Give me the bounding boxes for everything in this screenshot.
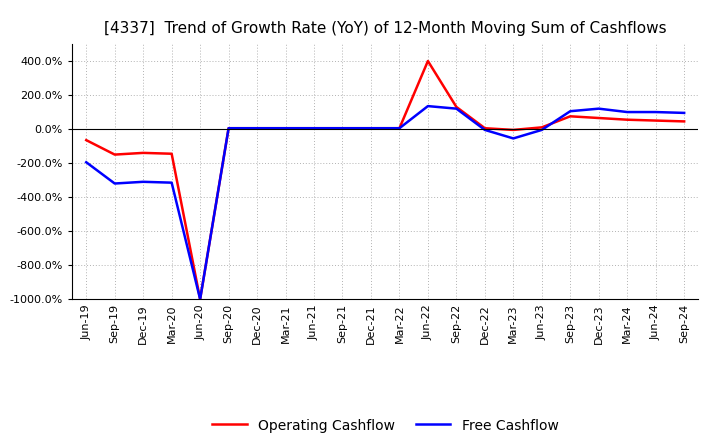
Operating Cashflow [623,117,631,122]
Operating Cashflow [110,152,119,157]
Free Cashflow [395,125,404,131]
Operating Cashflow [366,125,375,131]
Free Cashflow [423,103,432,109]
Operating Cashflow [537,125,546,130]
Operating Cashflow [167,151,176,156]
Operating Cashflow [652,118,660,123]
Free Cashflow [282,125,290,131]
Line: Free Cashflow: Free Cashflow [86,106,684,299]
Operating Cashflow [566,114,575,119]
Free Cashflow [338,125,347,131]
Free Cashflow [253,125,261,131]
Operating Cashflow [310,125,318,131]
Free Cashflow [139,179,148,184]
Free Cashflow [110,181,119,186]
Operating Cashflow [395,125,404,131]
Free Cashflow [480,127,489,132]
Operating Cashflow [509,127,518,132]
Operating Cashflow [196,297,204,302]
Operating Cashflow [680,119,688,124]
Free Cashflow [595,106,603,111]
Legend: Operating Cashflow, Free Cashflow: Operating Cashflow, Free Cashflow [207,413,564,438]
Free Cashflow [225,125,233,131]
Operating Cashflow [338,125,347,131]
Operating Cashflow [595,115,603,121]
Free Cashflow [623,110,631,115]
Free Cashflow [652,110,660,115]
Free Cashflow [452,106,461,111]
Operating Cashflow [480,125,489,131]
Operating Cashflow [225,125,233,131]
Operating Cashflow [139,150,148,155]
Line: Operating Cashflow: Operating Cashflow [86,61,684,299]
Operating Cashflow [253,125,261,131]
Title: [4337]  Trend of Growth Rate (YoY) of 12-Month Moving Sum of Cashflows: [4337] Trend of Growth Rate (YoY) of 12-… [104,21,667,36]
Free Cashflow [680,110,688,116]
Free Cashflow [509,136,518,141]
Free Cashflow [366,125,375,131]
Operating Cashflow [452,104,461,110]
Free Cashflow [310,125,318,131]
Operating Cashflow [82,137,91,143]
Operating Cashflow [282,125,290,131]
Free Cashflow [566,109,575,114]
Free Cashflow [82,160,91,165]
Operating Cashflow [423,59,432,64]
Free Cashflow [196,297,204,302]
Free Cashflow [167,180,176,185]
Free Cashflow [537,127,546,132]
